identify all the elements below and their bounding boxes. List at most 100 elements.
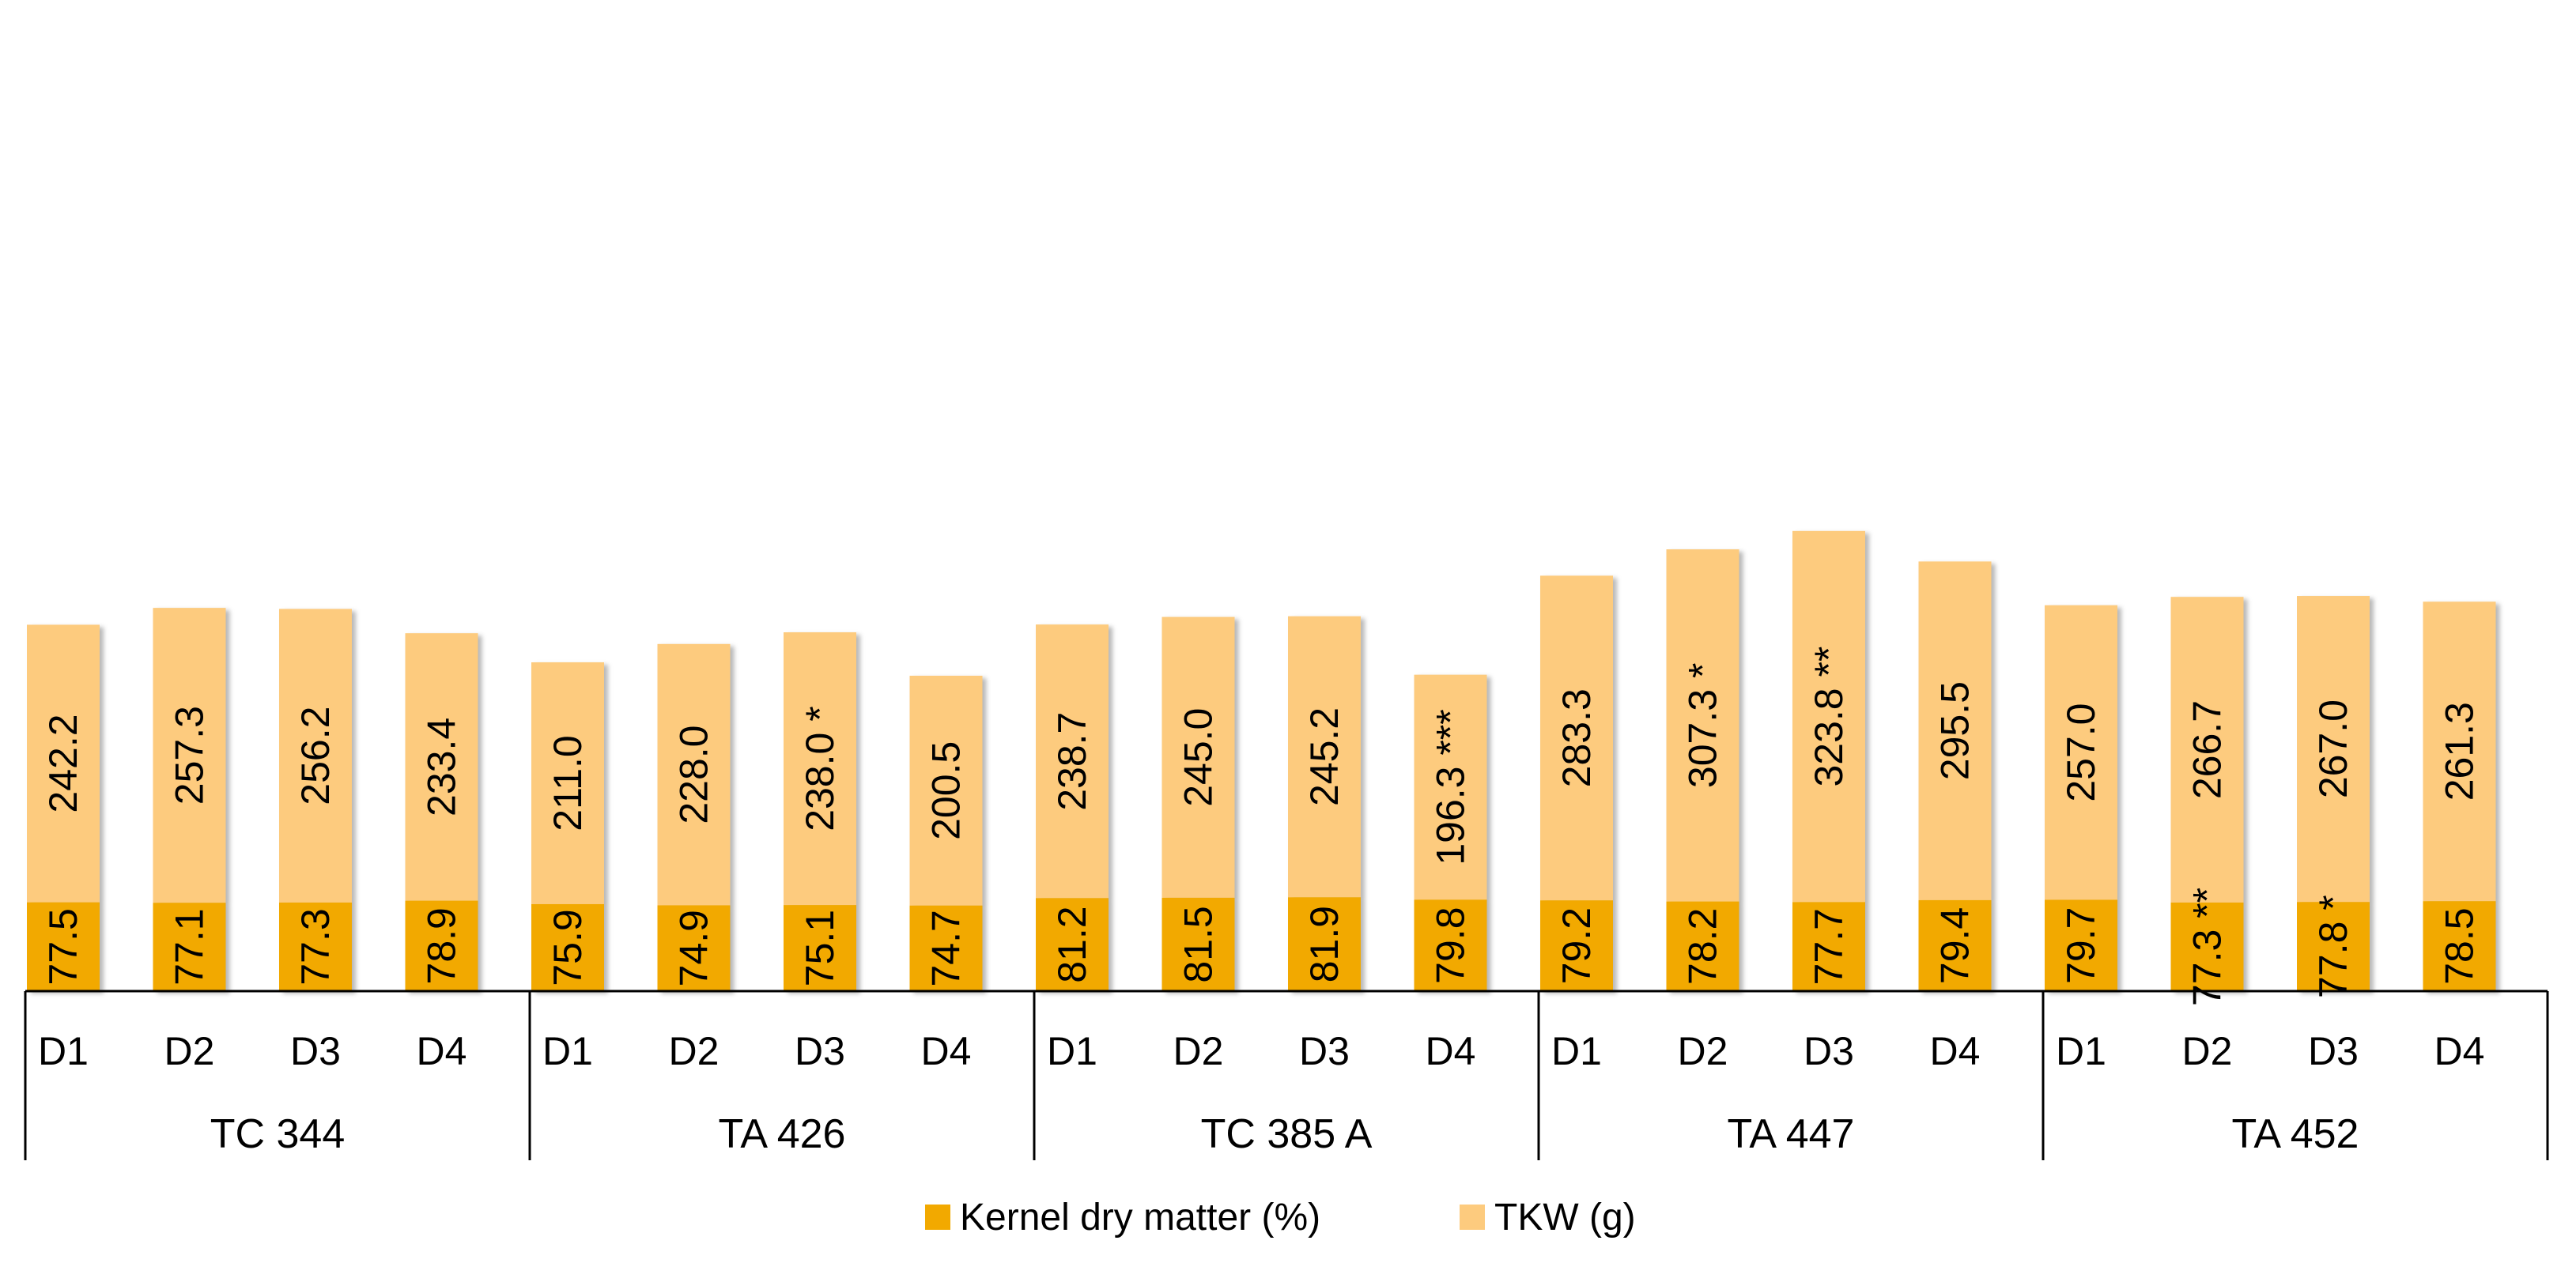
- bar-kernel-dry-matter: [1666, 901, 1739, 991]
- bar-kernel-dry-matter: [1918, 899, 1992, 991]
- bar-tkw: [405, 633, 478, 901]
- bar-tkw: [2423, 601, 2496, 902]
- tick-label-sub: D1: [38, 1029, 89, 1073]
- data-label-kernel-dry-matter: 77.3: [293, 908, 338, 985]
- data-label-kernel-dry-matter: 79.2: [1554, 907, 1599, 984]
- bar-kernel-dry-matter: [784, 905, 856, 991]
- bar-stack: [1288, 616, 1361, 991]
- tick-label-sub: D1: [1551, 1029, 1602, 1073]
- bar-stack: [2170, 597, 2244, 991]
- data-label-kernel-dry-matter: 78.5: [2438, 907, 2482, 984]
- bar-tkw: [27, 624, 100, 903]
- data-label-tkw: 200.5: [924, 741, 969, 840]
- bar-kernel-dry-matter: [2423, 901, 2496, 991]
- tick-label-sub: D3: [290, 1029, 341, 1073]
- legend-label-kernel-dry-matter: Kernel dry matter (%): [960, 1197, 1320, 1238]
- legend-swatch-kernel-dry-matter: [925, 1205, 950, 1230]
- bar-tkw: [1918, 561, 1992, 900]
- tick-label-sub: D4: [1426, 1029, 1476, 1073]
- tick-label-group: TC 344: [210, 1111, 346, 1157]
- data-label-kernel-dry-matter: 78.2: [1681, 908, 1725, 985]
- bar-stack: [1540, 575, 1613, 991]
- bar-stack: [2045, 605, 2117, 991]
- tick-label-sub: D4: [417, 1029, 467, 1073]
- data-label-tkw: 238.0 *: [798, 706, 842, 831]
- bar-kernel-dry-matter: [2045, 899, 2117, 991]
- bar-tkw: [2297, 596, 2370, 903]
- bar-stack: [153, 608, 226, 991]
- bar-kernel-dry-matter: [1161, 897, 1235, 991]
- tick-label-sub: D2: [1173, 1029, 1224, 1073]
- bar-tkw: [784, 632, 856, 906]
- bar-stack: [405, 633, 478, 991]
- bar-kernel-dry-matter: [531, 903, 604, 991]
- data-label-kernel-dry-matter: 77.7: [1807, 908, 1851, 985]
- tick-label-group: TA 452: [2232, 1111, 2359, 1157]
- data-label-kernel-dry-matter: 74.7: [924, 910, 969, 986]
- tick-label-sub: D3: [2308, 1029, 2359, 1073]
- data-label-kernel-dry-matter: 78.9: [420, 907, 464, 984]
- category-axis: D1 D2 D3 D4 TC 344 D1 D2 D3 D4 TA 426 D1 D2 D3 D4 TC 3…: [24, 990, 2549, 1160]
- bar-stack: [657, 643, 731, 991]
- legend-swatch-tkw: [1460, 1205, 1485, 1230]
- bar-stack: [1666, 549, 1739, 991]
- bar-kernel-dry-matter: [909, 905, 983, 991]
- data-label-kernel-dry-matter: 79.4: [1933, 907, 1977, 984]
- bar-stack: [2297, 596, 2370, 991]
- tick-label-sub: D3: [795, 1029, 845, 1073]
- bar-tkw: [279, 609, 352, 903]
- bar-tkw: [1540, 575, 1613, 901]
- data-label-tkw: 245.0: [1177, 708, 1221, 807]
- tick-label-sub: D1: [1047, 1029, 1097, 1073]
- data-label-tkw: 267.0: [2311, 699, 2355, 798]
- bar-tkw: [153, 608, 226, 903]
- data-label-tkw: 323.8 **: [1807, 647, 1851, 787]
- data-label-tkw: 283.3: [1554, 688, 1599, 787]
- bar-kernel-dry-matter: [657, 905, 731, 991]
- data-label-kernel-dry-matter: 79.8: [1429, 907, 1473, 983]
- bar-kernel-dry-matter: [1540, 900, 1613, 991]
- bar-kernel-dry-matter: [1792, 902, 1865, 991]
- legend-label-tkw: TKW (g): [1494, 1197, 1636, 1238]
- data-label-kernel-dry-matter: 74.9: [672, 910, 716, 986]
- bar-kernel-dry-matter: [279, 902, 352, 991]
- data-label-kernel-dry-matter: 81.2: [1050, 906, 1094, 982]
- bar-stack: [909, 675, 983, 991]
- data-label-kernel-dry-matter: 75.9: [546, 909, 590, 986]
- bar-stack: [27, 624, 100, 991]
- data-label-kernel-dry-matter: 77.3 **: [2185, 888, 2230, 1006]
- tick-label-sub: D2: [164, 1029, 215, 1073]
- tick-label-sub: D2: [2182, 1029, 2233, 1073]
- bar-kernel-dry-matter: [1036, 898, 1109, 991]
- data-label-tkw: 211.0: [546, 735, 590, 831]
- data-label-tkw: 257.0: [2059, 703, 2103, 802]
- data-label-tkw: 233.4: [420, 718, 464, 816]
- bar-tkw: [531, 662, 604, 904]
- tick-label-sub: D2: [1678, 1029, 1728, 1073]
- bar-stack: [1161, 616, 1235, 991]
- data-label-kernel-dry-matter: 81.5: [1177, 906, 1221, 982]
- tick-label-sub: D1: [2056, 1029, 2106, 1073]
- data-label-tkw: 261.3: [2438, 702, 2482, 801]
- bar-kernel-dry-matter: [405, 900, 478, 991]
- bar-tkw: [2170, 597, 2244, 903]
- bar-stack: [1792, 530, 1865, 991]
- data-label-kernel-dry-matter: 77.1: [168, 908, 212, 985]
- data-label-tkw: 256.2: [293, 707, 338, 805]
- bar-stack: [1036, 624, 1109, 991]
- bar-tkw: [1414, 674, 1487, 900]
- data-label-tkw: 245.2: [1302, 707, 1347, 806]
- tick-label-sub: D1: [542, 1029, 593, 1073]
- data-label-kernel-dry-matter: 77.5: [41, 908, 85, 985]
- data-label-kernel-dry-matter: 79.7: [2059, 907, 2103, 984]
- bar-kernel-dry-matter: [153, 903, 226, 991]
- tick-label-sub: D3: [1804, 1029, 1854, 1073]
- bar-tkw: [1161, 616, 1235, 898]
- data-label-tkw: 295.5: [1933, 681, 1977, 780]
- legend: Kernel dry matter (%) TKW (g): [925, 1197, 1636, 1238]
- data-label-tkw: 307.3 *: [1681, 663, 1725, 788]
- bar-labels-layer: 242.2 77.5 257.3 77.1 256.2 77.3 233.4 78.9 211.…: [41, 647, 2482, 1006]
- tick-label-group: TC 385 A: [1201, 1111, 1373, 1157]
- data-label-tkw: 242.2: [41, 714, 85, 812]
